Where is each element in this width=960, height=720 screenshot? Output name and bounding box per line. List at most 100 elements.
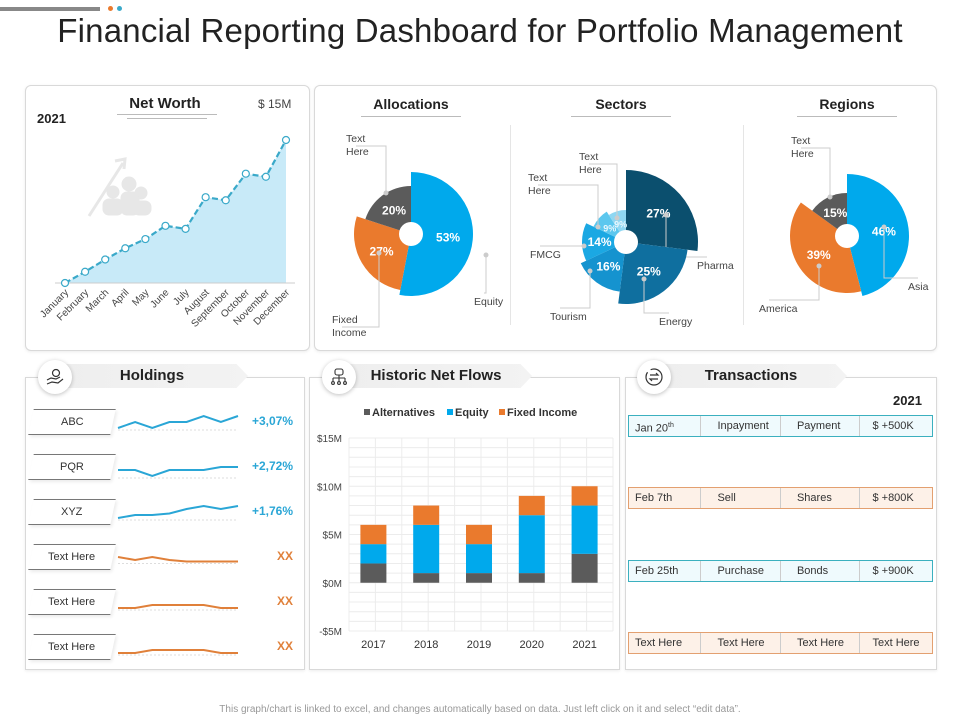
label-line: Text — [791, 135, 810, 147]
x-tick-label: 2021 — [572, 639, 596, 651]
allocations-title: Allocations — [373, 96, 449, 112]
sparkline — [118, 604, 238, 609]
sparkline — [118, 649, 238, 654]
transaction-date: Text Here — [629, 633, 702, 653]
slice-category-label: FMCG — [530, 249, 561, 261]
slice-category-label: Text Here — [791, 135, 814, 160]
label-line: Asia — [908, 281, 929, 293]
pie-slice — [812, 193, 847, 236]
slice-value-label: 20% — [382, 204, 406, 218]
leader-dot — [376, 250, 382, 256]
divider — [743, 125, 744, 325]
data-point — [201, 193, 210, 202]
pie-slice — [626, 170, 698, 252]
pie-slice — [580, 242, 626, 292]
transactions-year: 2021 — [893, 393, 922, 408]
y-tick-label: $0M — [323, 579, 342, 590]
label-line: Income — [332, 327, 367, 339]
leader-line — [356, 145, 387, 193]
transaction-row: Text Here Text Here Text Here Text Here — [628, 632, 933, 654]
data-point — [281, 135, 291, 145]
x-tick-label: 2020 — [520, 639, 544, 651]
transaction-amount-text: $ +900K — [872, 565, 914, 577]
bar-segment — [360, 563, 387, 583]
leader-dot — [483, 252, 489, 258]
holding-name: PQR — [60, 461, 84, 473]
transaction-row: Jan 20th Inpayment Payment $ +500K — [628, 415, 933, 437]
x-tick-label: June — [148, 287, 171, 310]
leader-dot — [614, 215, 620, 221]
transaction-row: Feb 25th Purchase Bonds $ +900K — [628, 560, 933, 582]
data-point — [60, 278, 70, 288]
transaction-date-text: Feb 7th — [635, 492, 673, 504]
label-line: Fixed — [332, 314, 358, 326]
data-point — [181, 224, 190, 233]
leader-line — [643, 279, 669, 314]
slice-category-label: Fixed Income — [332, 314, 367, 339]
net-worth-year: 2021 — [37, 111, 66, 126]
net-worth-total: $ 15M — [258, 97, 292, 111]
x-tick-label: April — [109, 287, 131, 309]
holding-name-tag: Text Here — [28, 589, 116, 615]
label-line: Here — [346, 146, 369, 158]
label-line: Equity — [474, 296, 504, 308]
leader-line — [883, 227, 918, 279]
x-tick-label: May — [130, 287, 151, 308]
x-tick-label: 2017 — [361, 639, 385, 651]
slice-category-label: Equity — [474, 296, 504, 308]
holding-name-tag: Text Here — [28, 544, 116, 570]
slice-value-label: 15% — [823, 206, 847, 220]
pie-slice — [618, 242, 688, 304]
leader-line — [484, 255, 487, 294]
transaction-amount: $ +800K — [860, 488, 932, 508]
holding-name-tag: XYZ — [28, 499, 116, 525]
label-line: FMCG — [530, 249, 561, 261]
net-worth-title: Net Worth — [129, 95, 201, 112]
transaction-type: Sell — [701, 488, 781, 508]
bar-segment — [360, 544, 387, 564]
holding-name-tag: Text Here — [28, 634, 116, 660]
leader-dot — [881, 224, 887, 230]
transaction-asset: Shares — [781, 488, 861, 508]
net-flows-chart: Alternatives Equity Fixed Income $15M $10M $5… — [317, 407, 614, 651]
transaction-type: Purchase — [701, 561, 781, 581]
pie-slice — [399, 172, 473, 296]
transaction-date: Feb 25th — [629, 561, 702, 581]
y-tick-label: -$5M — [319, 627, 342, 638]
leader-line — [538, 184, 599, 227]
label-line: Text — [528, 172, 547, 184]
sparkline — [117, 414, 239, 430]
bar-segment — [466, 544, 492, 574]
pie-slice — [365, 186, 411, 234]
label-line: Text — [346, 133, 365, 145]
sectors-title: Sectors — [595, 96, 647, 112]
legend-label: Equity — [455, 407, 489, 419]
bar-segment — [518, 515, 545, 574]
legend-swatch — [447, 409, 453, 415]
x-tick-label: March — [84, 287, 111, 314]
transaction-amount: $ +900K — [860, 561, 932, 581]
leader-line — [560, 271, 591, 309]
holding-sparkline — [118, 649, 238, 656]
bar-segment — [466, 524, 492, 545]
footer-note: This graph/chart is linked to excel, and… — [219, 704, 741, 715]
transaction-asset-text: Text Here — [796, 637, 845, 649]
transaction-asset: Text Here — [781, 633, 861, 653]
pie-slice — [354, 216, 411, 290]
data-point — [101, 255, 110, 264]
holding-change-value: XX — [276, 594, 293, 608]
holding-name: XYZ — [61, 506, 83, 518]
bar-segment — [571, 505, 598, 554]
pie-hole — [399, 222, 423, 246]
transaction-asset-text: Bonds — [796, 565, 829, 577]
transaction-asset: Payment — [781, 416, 861, 436]
org-chart-icon — [322, 360, 356, 394]
holding-sparkline — [118, 466, 238, 479]
transaction-amount-text: $ +500K — [872, 420, 914, 432]
divider — [510, 125, 511, 325]
slice-category-label: Text Here — [579, 151, 602, 176]
divider — [361, 116, 461, 117]
data-point — [141, 234, 150, 244]
x-tick-label: 2019 — [467, 639, 491, 651]
transaction-amount: $ +500K — [860, 416, 932, 436]
